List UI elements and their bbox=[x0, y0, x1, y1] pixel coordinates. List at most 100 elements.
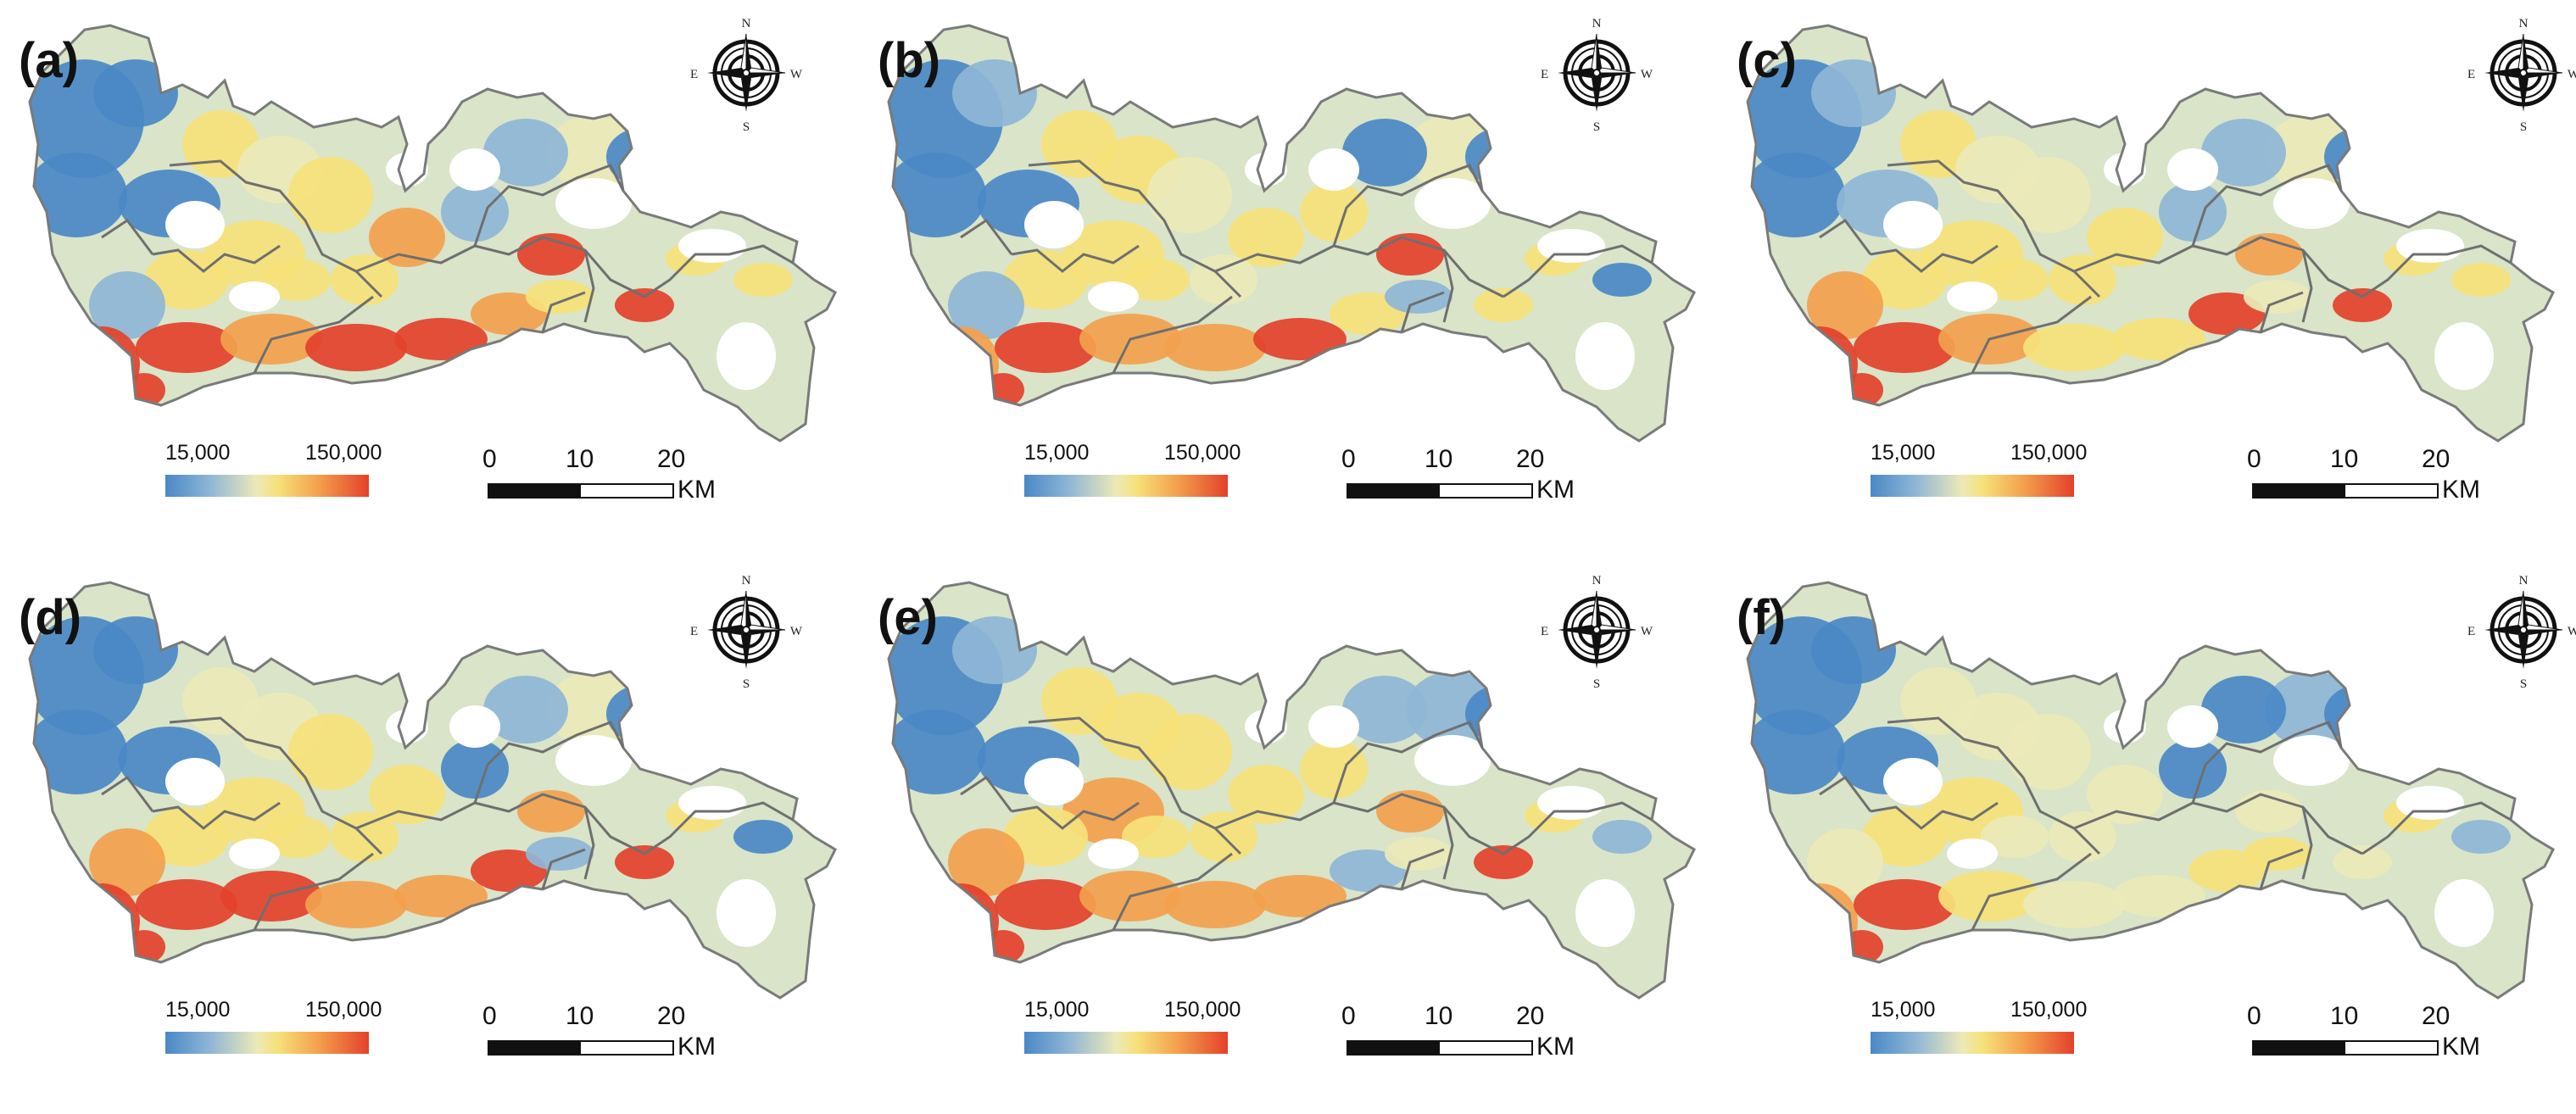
district-line bbox=[1442, 806, 1454, 880]
value-region bbox=[2451, 820, 2511, 854]
value-region bbox=[1330, 292, 1406, 335]
value-region bbox=[2333, 845, 2392, 879]
compass-north-label: N bbox=[2519, 17, 2529, 31]
scale-tick-0: 0 bbox=[482, 1002, 497, 1030]
district-line bbox=[1887, 159, 2101, 298]
district-boundaries bbox=[1819, 716, 2512, 931]
value-region bbox=[1330, 849, 1406, 892]
legend-min-label: 15,000 bbox=[1024, 998, 1090, 1022]
choropleth-map bbox=[28, 581, 837, 1000]
scale-tick-20: 20 bbox=[657, 1002, 686, 1030]
compass-west-label: W bbox=[1641, 68, 1653, 81]
scale-tick-10: 10 bbox=[1425, 1002, 1453, 1030]
value-region bbox=[2006, 157, 2091, 233]
city-boundary bbox=[28, 581, 837, 1000]
legend-color-ramp bbox=[1024, 475, 1228, 497]
value-region bbox=[144, 807, 229, 866]
compass-north-label: N bbox=[1592, 574, 1602, 588]
panel-label: (f) bbox=[1737, 590, 1786, 645]
scale-tick-10: 10 bbox=[2330, 1002, 2359, 1030]
value-region bbox=[1592, 263, 1652, 297]
unbuilt-area bbox=[2434, 322, 2494, 390]
value-region bbox=[1164, 881, 1266, 928]
value-region bbox=[1981, 816, 2049, 858]
district-line bbox=[1112, 852, 1233, 931]
value-region bbox=[1981, 259, 2049, 301]
district-line bbox=[1011, 244, 1140, 273]
unbuilt-area bbox=[165, 201, 225, 248]
panel-label: (a) bbox=[19, 33, 79, 88]
district-line bbox=[1870, 244, 1999, 273]
scale-tick-10: 10 bbox=[2330, 445, 2359, 473]
city-boundary bbox=[887, 24, 1696, 443]
unbuilt-area bbox=[1024, 758, 1084, 805]
value-region bbox=[1147, 714, 1232, 790]
choropleth-map bbox=[1746, 581, 2555, 1000]
scale-tick-0: 0 bbox=[1341, 445, 1356, 473]
value-region bbox=[889, 710, 986, 794]
compass-east-label: E bbox=[2467, 625, 2475, 638]
scale-tick-20: 20 bbox=[2422, 1002, 2451, 1030]
district-line bbox=[1028, 716, 1242, 855]
value-region bbox=[1811, 59, 1896, 127]
compass-west-label: W bbox=[790, 68, 803, 81]
value-region bbox=[2087, 208, 2163, 267]
legend-max-label: 150,000 bbox=[2010, 998, 2088, 1022]
district-line bbox=[253, 852, 374, 931]
value-region bbox=[471, 292, 547, 335]
compass-east-label: E bbox=[690, 625, 698, 638]
value-region bbox=[1342, 676, 1427, 744]
value-region bbox=[89, 271, 165, 339]
compass-west-label: W bbox=[2568, 625, 2576, 638]
district-line bbox=[1400, 291, 1445, 333]
legend-max-label: 150,000 bbox=[2010, 441, 2088, 465]
value-region bbox=[2159, 739, 2227, 799]
value-region bbox=[1474, 845, 1533, 879]
value-region bbox=[2244, 837, 2311, 871]
unbuilt-area bbox=[1537, 229, 1605, 263]
scale-bar: 0 10 20 KM bbox=[2247, 1002, 2506, 1070]
unbuilt-area bbox=[1414, 735, 1491, 786]
legend-color-ramp bbox=[165, 475, 369, 497]
value-region bbox=[2201, 676, 2286, 744]
district-line bbox=[2259, 291, 2304, 333]
compass-icon: N S E W bbox=[1537, 571, 1656, 691]
value-region bbox=[1385, 837, 1452, 871]
value-region bbox=[889, 153, 986, 237]
value-region bbox=[995, 879, 1096, 930]
district-line bbox=[541, 848, 586, 890]
legend-max-label: 150,000 bbox=[305, 441, 382, 465]
compass-icon: N S E W bbox=[2464, 571, 2576, 691]
compass-north-label: N bbox=[742, 17, 751, 31]
compass-north-label: N bbox=[742, 574, 751, 588]
value-region bbox=[1807, 271, 1883, 339]
value-region bbox=[394, 318, 488, 360]
district-line bbox=[1214, 236, 1504, 298]
district-line bbox=[644, 244, 794, 298]
scale-tick-0: 0 bbox=[482, 445, 497, 473]
value-region bbox=[2333, 288, 2392, 322]
district-line bbox=[101, 218, 154, 255]
value-region bbox=[2112, 318, 2205, 360]
value-region bbox=[93, 59, 178, 127]
unbuilt-area bbox=[1245, 710, 1287, 744]
value-region bbox=[1300, 739, 1368, 799]
scale-tick-10: 10 bbox=[566, 1002, 594, 1030]
district-boundaries bbox=[1819, 159, 2512, 374]
district-line bbox=[2361, 244, 2512, 298]
district-line bbox=[473, 721, 625, 804]
district-line bbox=[960, 775, 1013, 812]
unbuilt-area bbox=[1308, 705, 1359, 748]
legend-max-label: 150,000 bbox=[1164, 441, 1241, 465]
district-line bbox=[960, 218, 1013, 255]
value-region bbox=[93, 616, 178, 684]
city-boundary bbox=[28, 24, 837, 443]
district-line bbox=[253, 295, 374, 374]
legend-color-ramp bbox=[165, 1032, 369, 1054]
legend-color-ramp bbox=[1024, 1032, 1228, 1054]
district-line bbox=[1503, 244, 1653, 298]
choropleth-map bbox=[28, 24, 837, 443]
district-line bbox=[473, 164, 625, 247]
district-line bbox=[169, 716, 383, 855]
panel-label: (b) bbox=[878, 33, 941, 88]
